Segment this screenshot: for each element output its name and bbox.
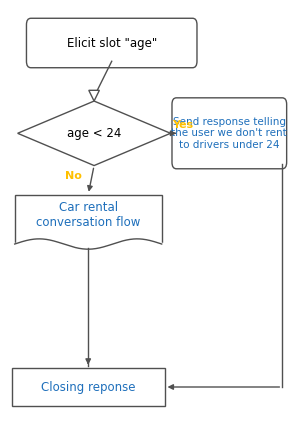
Polygon shape (15, 194, 162, 244)
Text: Car rental
conversation flow: Car rental conversation flow (36, 201, 141, 229)
FancyBboxPatch shape (172, 98, 287, 169)
Polygon shape (89, 90, 99, 101)
Text: Yes: Yes (172, 120, 193, 130)
Text: Send response telling
the user we don't rent
to drivers under 24: Send response telling the user we don't … (171, 117, 287, 150)
Polygon shape (18, 101, 171, 166)
Text: No: No (65, 171, 82, 181)
FancyBboxPatch shape (12, 368, 165, 406)
Text: Elicit slot "age": Elicit slot "age" (67, 37, 157, 49)
Text: Closing reponse: Closing reponse (41, 381, 136, 393)
FancyBboxPatch shape (26, 18, 197, 68)
Text: age < 24: age < 24 (67, 127, 121, 140)
